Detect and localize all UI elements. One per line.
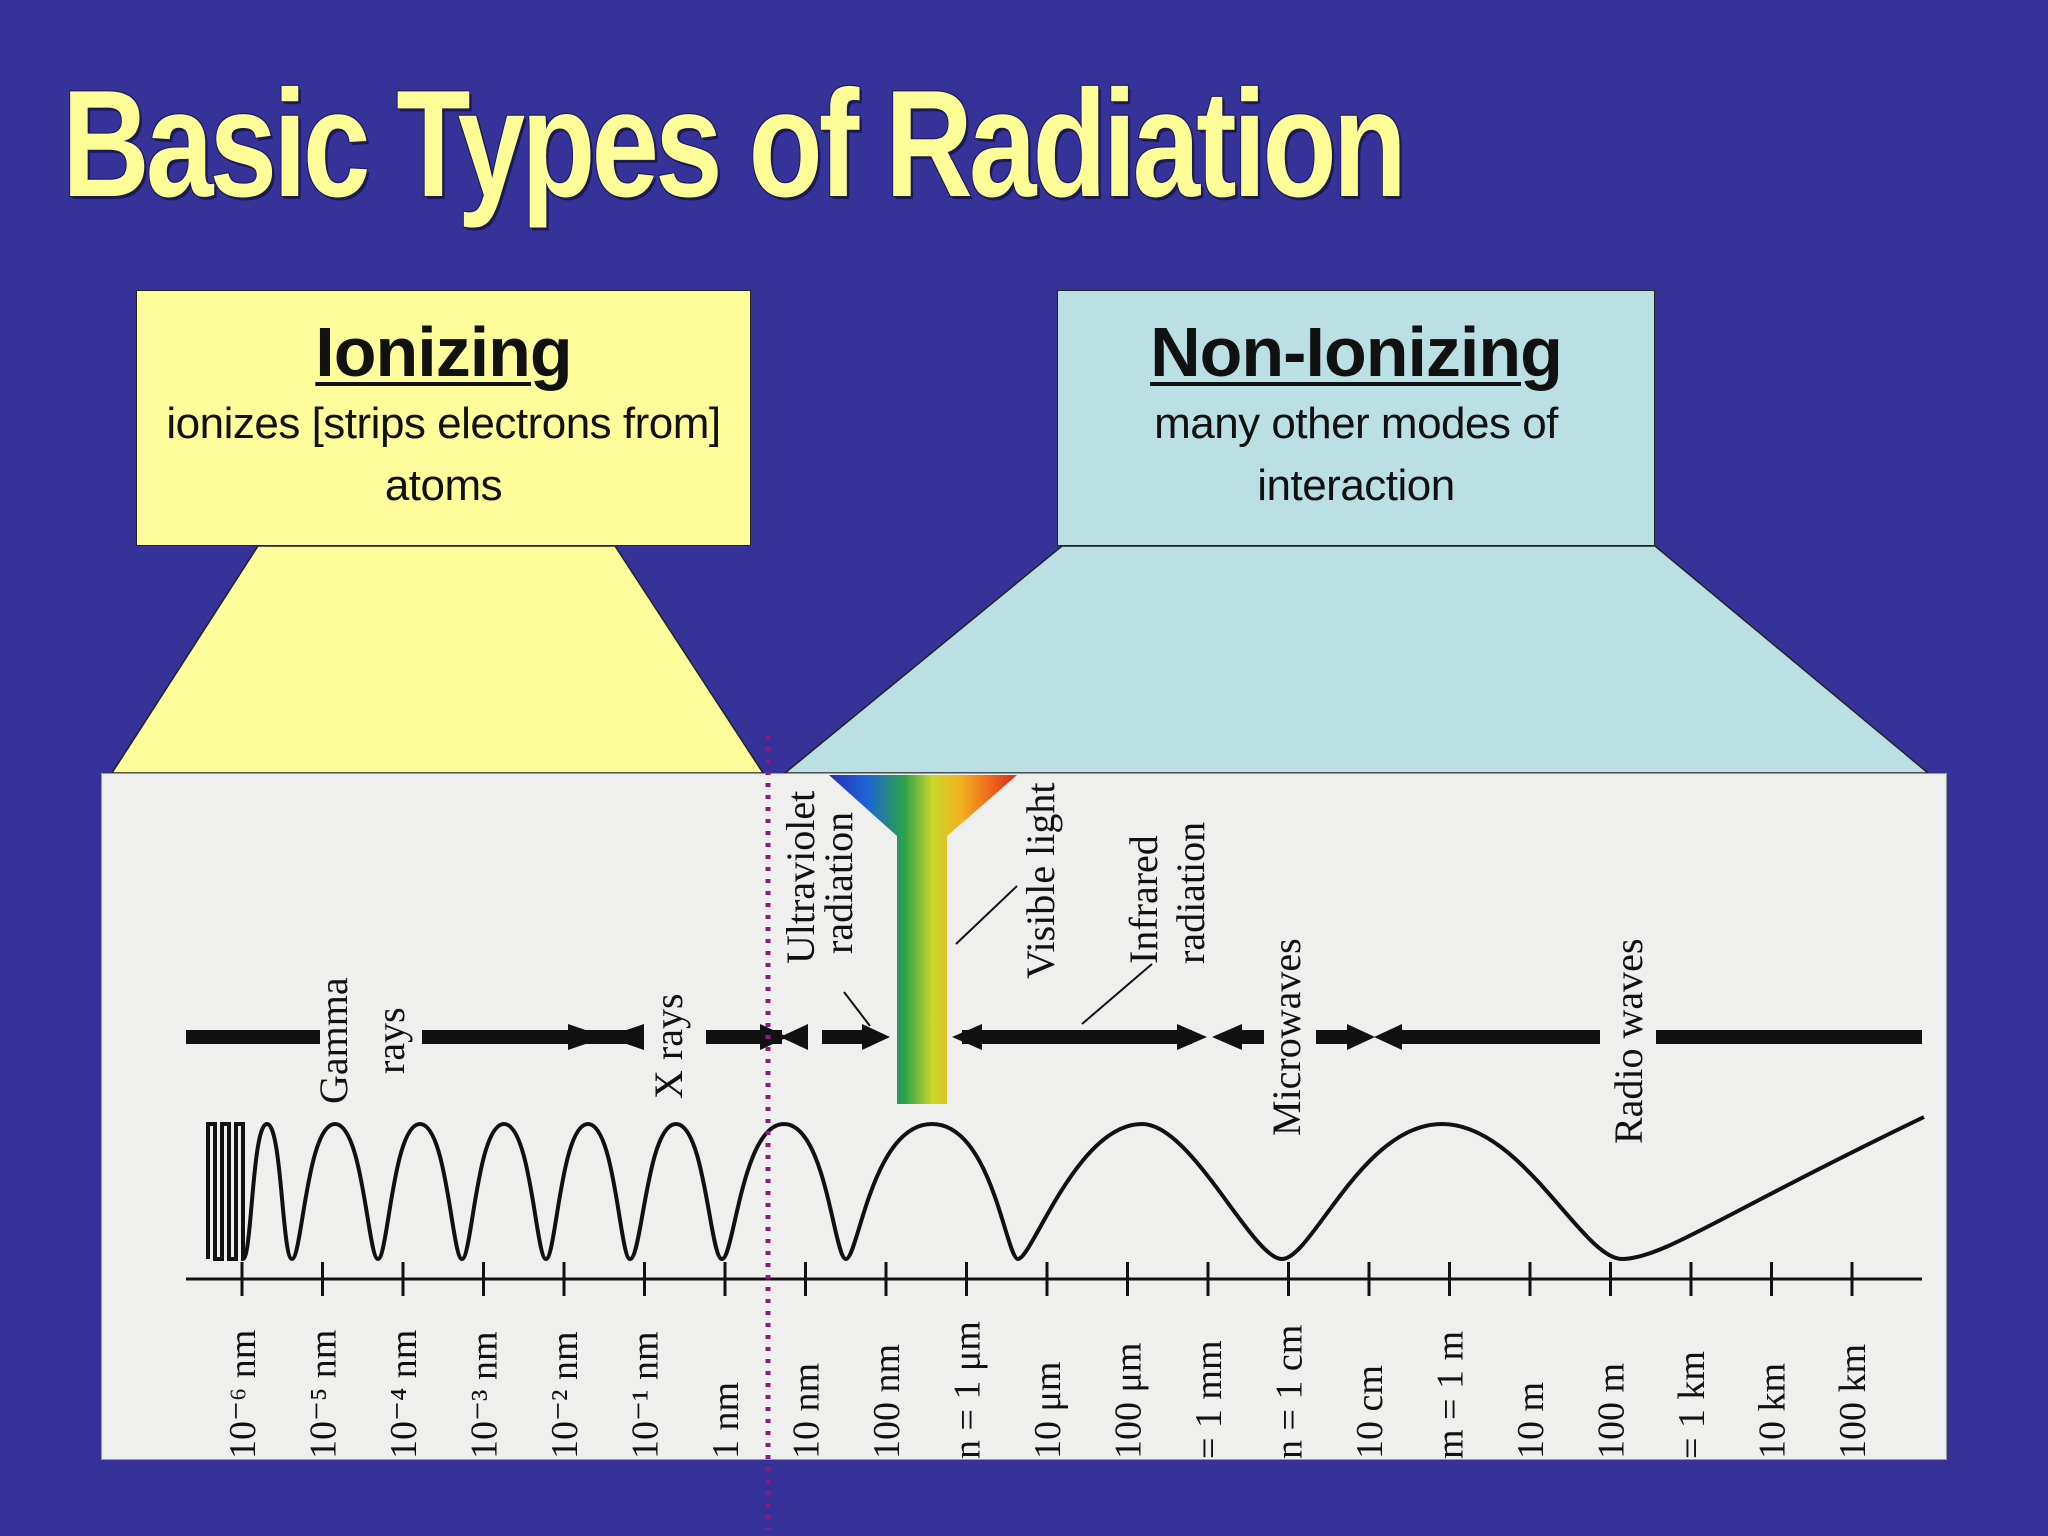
axis-tick-label: n = 1 μm [947,1321,989,1459]
ionizing-description-line2: atoms [384,461,503,510]
band-label-visible-light: Visible light [1018,783,1063,979]
ionizing-description: ionizes [strips electrons from] atoms [161,393,726,517]
axis-tick-label: = 1 mm [1188,1340,1230,1459]
axis-tick-label: 10⁻⁶ nm [222,1330,264,1459]
axis-tick-label: 100 m [1591,1363,1633,1459]
band-label-ir-radiation: radiation [1168,822,1213,964]
band-arrows [186,885,1922,1050]
non-ionizing-description-line1: many other modes of [1154,399,1558,448]
band-label-infrared: Infrared [1121,835,1166,964]
non-ionizing-heading: Non-Ionizing [1150,313,1563,391]
axis-tick-label: 10 cm [1349,1365,1391,1459]
axis-tick-label: = 1 km [1671,1351,1713,1459]
axis-tick-label: n = 1 cm [1269,1325,1311,1459]
non-ionizing-description: many other modes of interaction [1082,393,1630,517]
axis-tick-label: m = 1 m [1430,1331,1472,1459]
spectrum-svg: 10⁻⁶ nm 10⁻⁵ nm 10⁻⁴ nm 10⁻³ nm 10⁻² nm 10⁻¹ … [186,775,1925,1459]
band-label-uv-radiation: radiation [816,812,861,954]
visible-spectrum-band [829,775,1017,1104]
axis-tick-label: 100 km [1832,1344,1874,1459]
axis-tick-label: 10 μm [1027,1362,1069,1459]
band-label-ultraviolet: Ultraviolet [778,791,823,964]
axis-tick-label: 10⁻⁵ nm [303,1330,345,1459]
ionizing-box: Ionizing ionizes [strips electrons from]… [136,290,751,546]
axis-tick-label: 1 nm [705,1382,747,1459]
wave-curve [206,1115,1925,1262]
band-label-microwaves: Microwaves [1264,938,1309,1136]
axis-tick-label: 10⁻³ nm [464,1331,506,1459]
band-label-gamma: Gamma [311,977,356,1104]
ionizing-description-line1: ionizes [strips electrons from] [166,399,721,448]
axis-ticks: 10⁻⁶ nm 10⁻⁵ nm 10⁻⁴ nm 10⁻³ nm 10⁻² nm 10⁻¹ … [222,1262,1874,1459]
axis-tick-label: 10⁻⁴ nm [383,1330,425,1459]
axis-tick-label: 100 μm [1108,1343,1150,1459]
axis-tick-label: 10 m [1510,1382,1552,1459]
spectrum-diagram: 10⁻⁶ nm 10⁻⁵ nm 10⁻⁴ nm 10⁻³ nm 10⁻² nm 10⁻¹ … [101,773,1947,1460]
axis-tick-label: 10 km [1752,1363,1794,1459]
page-title: Basic Types of Radiation [62,59,1407,229]
non-ionizing-box: Non-Ionizing many other modes of interac… [1057,290,1655,546]
band-label-x-rays: X rays [646,993,691,1099]
axis-tick-label: 100 nm [866,1344,908,1459]
non-ionizing-description-line2: interaction [1257,461,1455,510]
axis-tick-label: 10⁻² nm [544,1331,586,1459]
band-label-rays: rays [368,1007,413,1074]
band-label-radio-waves: Radio waves [1606,938,1651,1144]
axis-tick-label: 10 nm [786,1363,828,1459]
ionizing-heading: Ionizing [315,313,572,391]
axis-tick-label: 10⁻¹ nm [625,1331,667,1459]
